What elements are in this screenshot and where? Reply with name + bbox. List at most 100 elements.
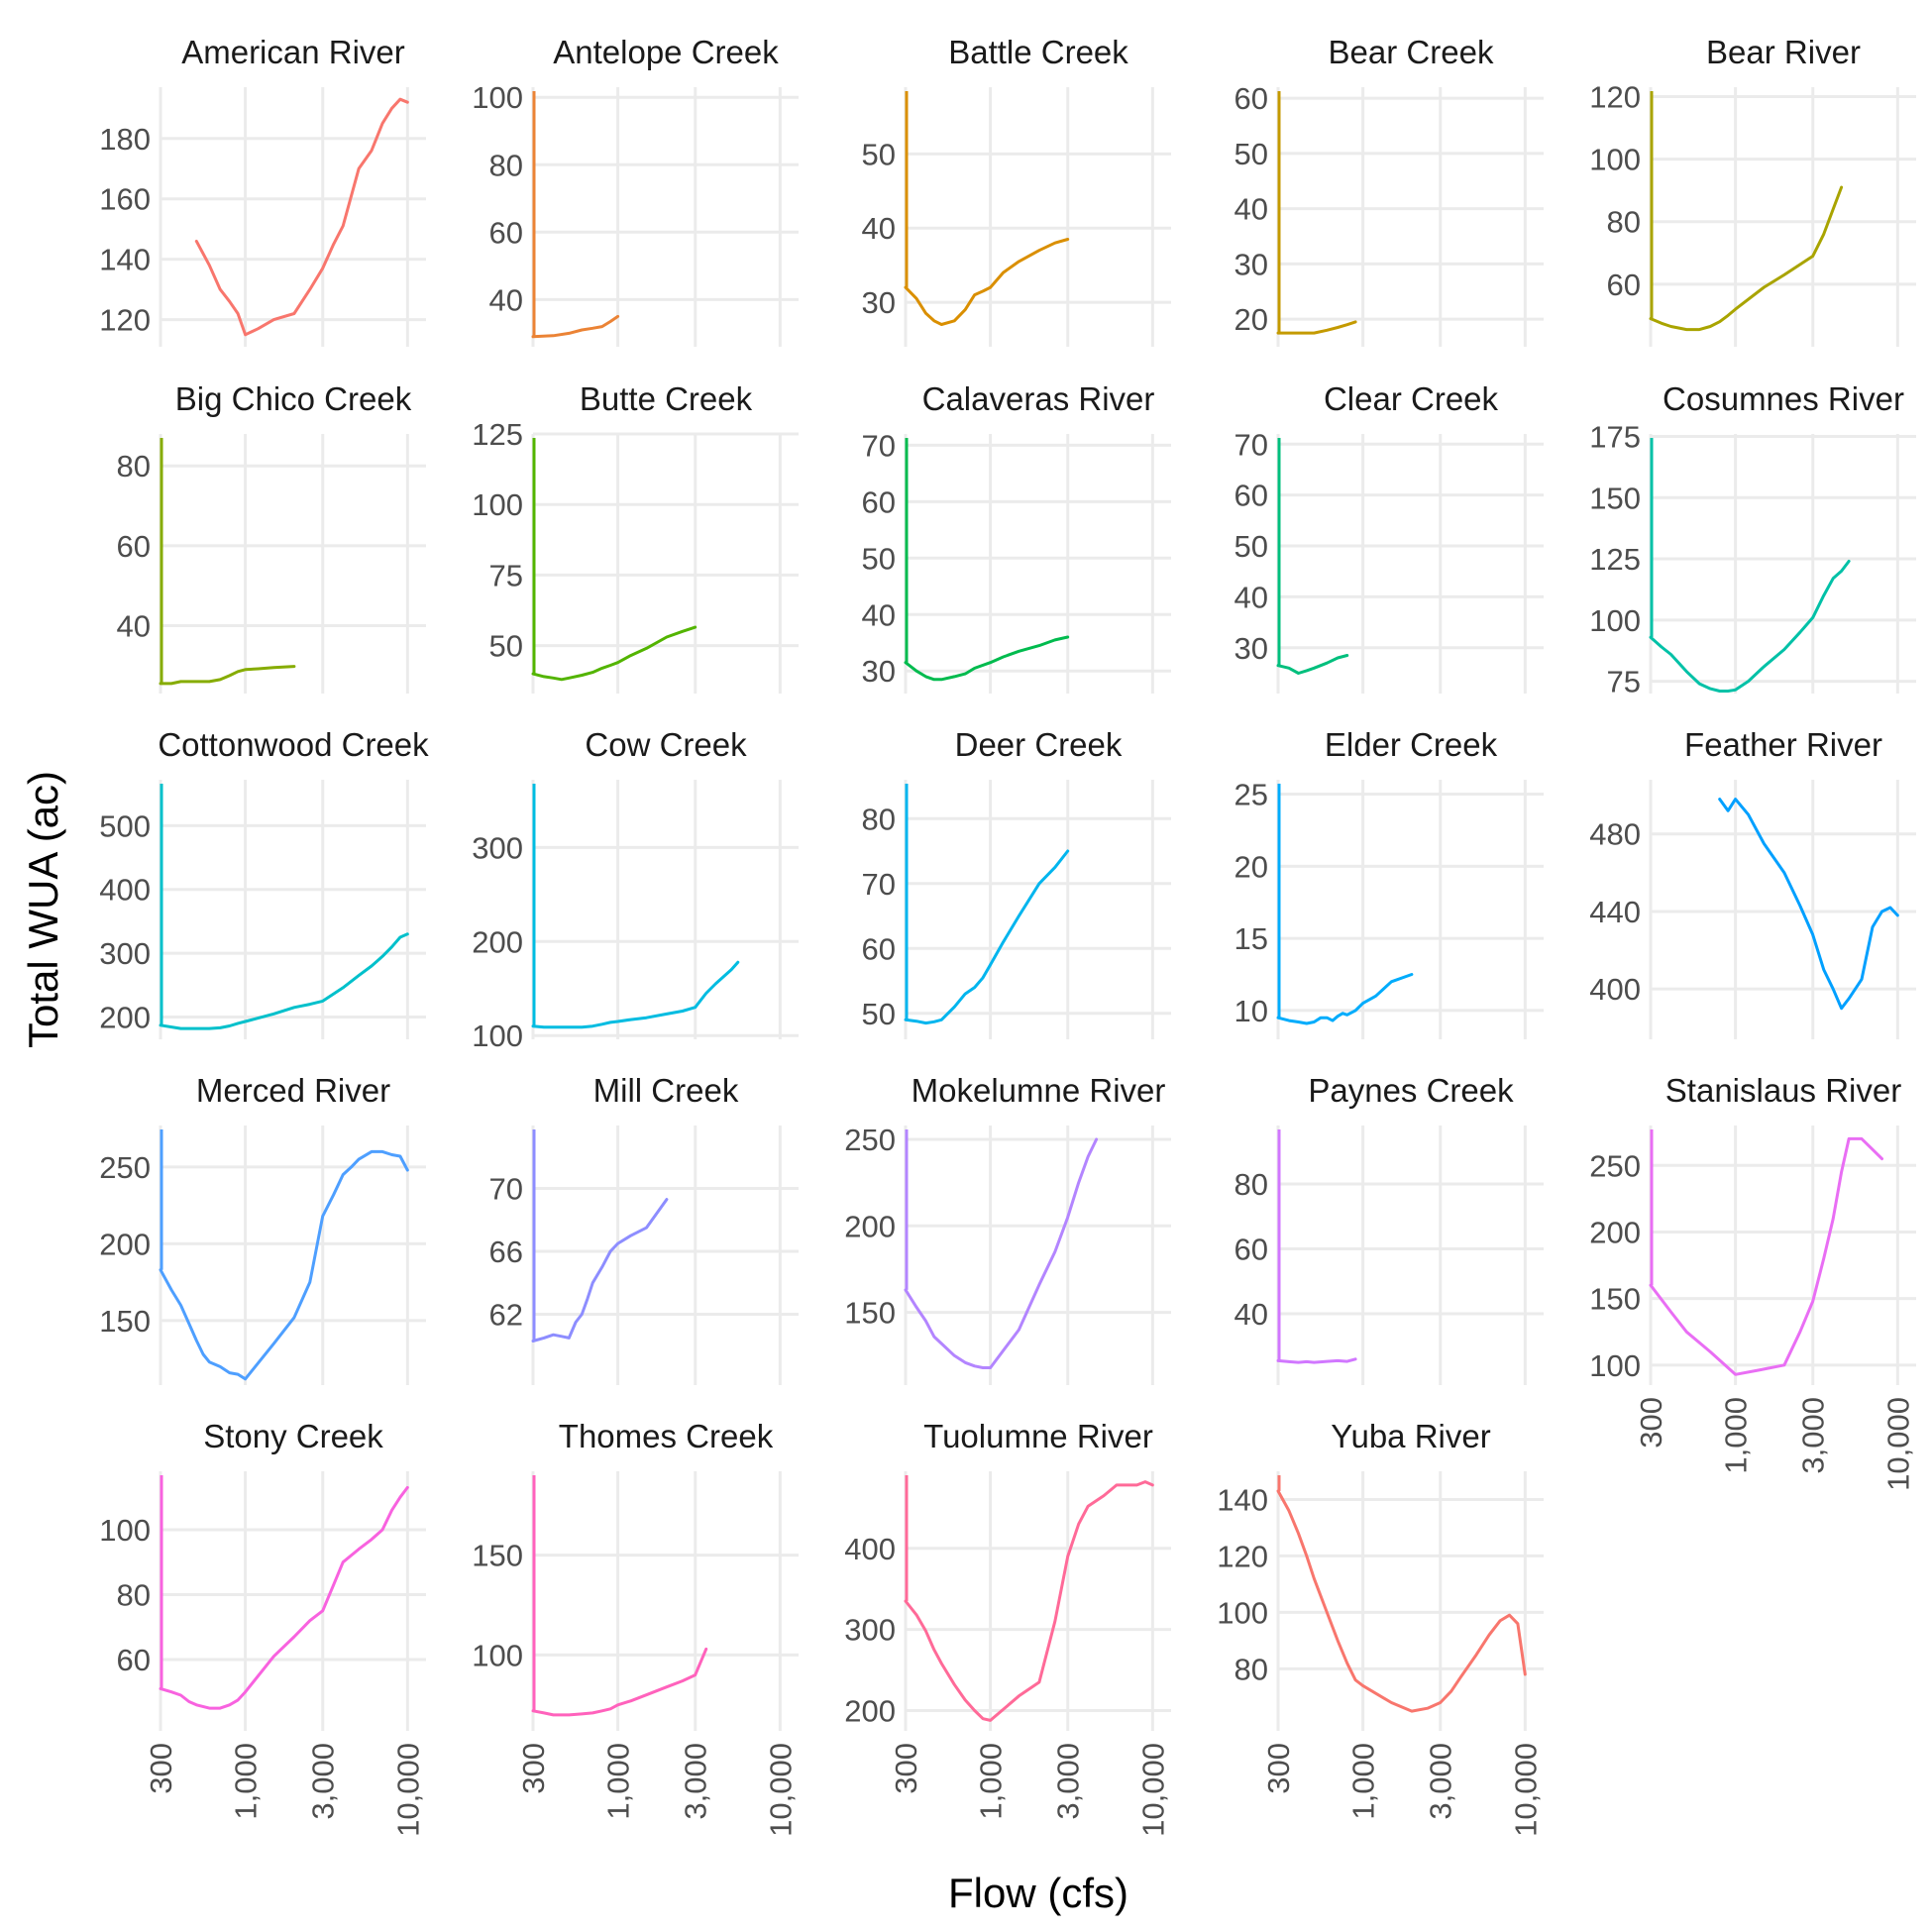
y-tick-label: 120	[1217, 1539, 1268, 1573]
y-tick-label: 60	[1234, 1232, 1268, 1266]
y-tick-label: 300	[472, 830, 523, 865]
y-tick-label: 125	[1589, 542, 1641, 577]
series-line	[159, 665, 296, 686]
y-tick-label: 100	[99, 1513, 151, 1548]
y-tick-label: 60	[1607, 268, 1641, 302]
y-axis-title: Total WUA (ac)	[20, 771, 66, 1048]
y-tick-label: 60	[1234, 479, 1268, 513]
y-tick-label: 250	[844, 1123, 896, 1157]
y-tick-label: 25	[1234, 778, 1268, 812]
panel-title: American River	[181, 34, 405, 70]
y-tick-label: 150	[472, 1539, 523, 1573]
series-line	[531, 314, 620, 339]
y-tick-label: 120	[99, 303, 151, 338]
y-tick-label: 80	[1234, 1652, 1268, 1686]
series-line	[194, 97, 409, 337]
panel-title: Antelope Creek	[553, 34, 779, 70]
panel-title: Cosumnes River	[1663, 380, 1904, 417]
series-line	[904, 1480, 1154, 1722]
y-tick-label: 50	[862, 997, 896, 1031]
y-tick-label: 80	[862, 802, 896, 836]
facet-panel: Cow Creek 100 200 300	[472, 726, 799, 1053]
facet-panel: Clear Creek 30 40 50 60 70	[1234, 380, 1544, 694]
y-tick-label: 10	[1234, 994, 1268, 1028]
panel-title: Bear River	[1706, 34, 1861, 70]
series-line	[1718, 798, 1899, 1011]
panel-title: Butte Creek	[580, 380, 753, 417]
y-tick-label: 80	[1607, 205, 1641, 240]
facet-panel: Mokelumne River 150 200 250	[844, 1072, 1171, 1385]
y-tick-label: 80	[117, 449, 151, 483]
y-tick-label: 50	[862, 541, 896, 576]
facet-panel: Tuolumne River 200 300 400 300 1,000 3,000 10,0…	[844, 1418, 1171, 1837]
facet-panel: American River 120 140 160 180	[99, 34, 426, 347]
y-tick-label: 100	[1589, 143, 1641, 177]
y-tick-label: 75	[489, 558, 523, 592]
panel-title: Big Chico Creek	[175, 380, 412, 417]
y-tick-label: 80	[489, 148, 523, 182]
panel-title: Mokelumne River	[912, 1072, 1166, 1109]
x-tick-label: 300	[516, 1743, 551, 1794]
y-tick-label: 140	[99, 243, 151, 277]
y-tick-label: 140	[1217, 1482, 1268, 1517]
series-line	[159, 1485, 409, 1710]
panel-title: Merced River	[196, 1072, 390, 1109]
y-tick-label: 400	[99, 873, 151, 908]
series-line	[531, 625, 698, 682]
y-tick-label: 50	[1234, 137, 1268, 171]
panel-title: Feather River	[1684, 726, 1882, 763]
y-tick-label: 30	[1234, 631, 1268, 666]
x-tick-label: 300	[144, 1743, 178, 1794]
series-line	[531, 1198, 669, 1342]
series-line	[159, 932, 409, 1030]
facet-panel: Cosumnes River 75 100 125 150 175	[1589, 380, 1916, 699]
y-tick-label: 175	[1589, 419, 1641, 454]
x-tick-label: 10,000	[1135, 1743, 1170, 1837]
x-tick-label: 1,000	[974, 1743, 1009, 1820]
facet-panel: Butte Creek 50 75 100 125	[472, 380, 799, 694]
y-tick-label: 100	[472, 1638, 523, 1672]
y-tick-label: 15	[1234, 921, 1268, 956]
y-tick-label: 62	[489, 1298, 523, 1333]
x-tick-label: 3,000	[1796, 1397, 1831, 1474]
y-tick-label: 40	[1234, 1297, 1268, 1332]
series-line	[904, 635, 1070, 682]
y-tick-label: 200	[472, 924, 523, 959]
panel-title: Deer Creek	[955, 726, 1123, 763]
panel-title: Stony Creek	[203, 1418, 383, 1454]
y-tick-label: 100	[472, 80, 523, 115]
y-tick-label: 100	[1589, 1348, 1641, 1383]
series-line	[1649, 560, 1851, 693]
panel-title: Yuba River	[1331, 1418, 1490, 1454]
y-tick-label: 50	[1234, 529, 1268, 564]
y-tick-label: 40	[117, 608, 151, 643]
x-tick-label: 10,000	[1880, 1397, 1915, 1491]
facet-panel: Cottonwood Creek 200 300 400 500	[99, 726, 429, 1039]
facet-panel: Stony Creek 60 80 100 300 1,000 3,000 10,000	[99, 1418, 426, 1837]
y-tick-label: 60	[489, 215, 523, 250]
facet-panel: Paynes Creek 40 60 80	[1234, 1072, 1544, 1385]
series-line	[904, 1137, 1099, 1369]
y-tick-label: 100	[1217, 1595, 1268, 1630]
series-line	[904, 849, 1070, 1025]
y-tick-label: 200	[99, 1000, 151, 1034]
y-tick-label: 200	[844, 1694, 896, 1729]
x-tick-label: 1,000	[1719, 1397, 1754, 1474]
facet-panel: Merced River 150 200 250	[99, 1072, 426, 1385]
y-tick-label: 50	[489, 629, 523, 664]
facet-panel: Elder Creek 10 15 20 25	[1234, 726, 1544, 1039]
y-tick-label: 30	[862, 285, 896, 320]
y-tick-label: 60	[862, 484, 896, 519]
y-tick-label: 50	[862, 137, 896, 171]
facet-panel: Big Chico Creek 40 60 80	[117, 380, 426, 694]
x-tick-label: 3,000	[679, 1743, 713, 1820]
panel-title: Clear Creek	[1324, 380, 1499, 417]
x-tick-label: 1,000	[601, 1743, 636, 1820]
y-tick-label: 400	[844, 1532, 896, 1566]
panel-title: Cottonwood Creek	[158, 726, 429, 763]
x-axis-title: Flow (cfs)	[948, 1870, 1128, 1916]
y-tick-label: 100	[472, 487, 523, 522]
y-tick-label: 40	[1234, 192, 1268, 227]
x-tick-label: 300	[1261, 1743, 1296, 1794]
